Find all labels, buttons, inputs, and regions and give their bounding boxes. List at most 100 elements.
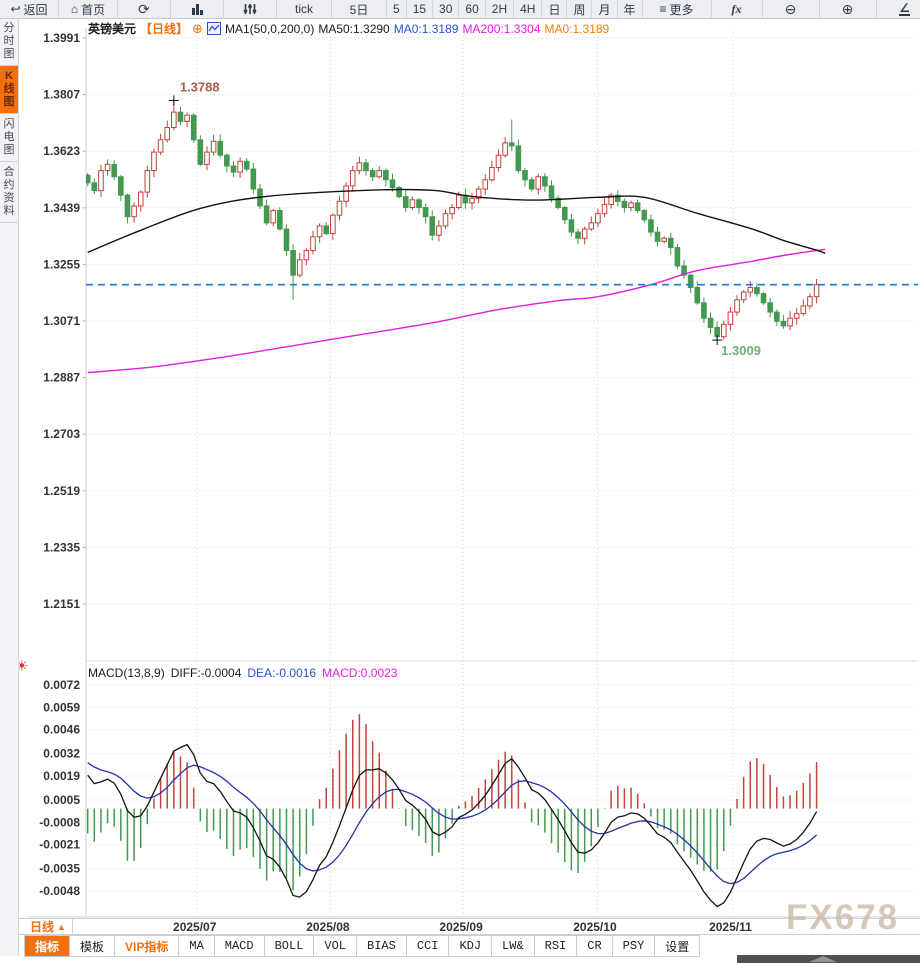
period-4h[interactable]: 4H: [514, 0, 543, 18]
x-axis-label: 2025/07: [173, 920, 217, 934]
refresh-button[interactable]: ⟳: [118, 0, 171, 18]
left-tab-rail: 分时图 K线图 闪电图 合约资料: [0, 18, 19, 956]
home-button[interactable]: ⌂ 首页: [59, 0, 118, 18]
period-day[interactable]: 日: [542, 0, 568, 18]
period-label: 【日线】: [140, 22, 189, 36]
draw-line-button[interactable]: ∠: [877, 0, 920, 18]
tab-rsi[interactable]: RSI: [534, 935, 578, 957]
period-month[interactable]: 月: [592, 0, 618, 18]
zoom-in-icon: ⊕: [841, 1, 854, 17]
svg-text:1.3788: 1.3788: [180, 79, 220, 94]
svg-text:1.2887: 1.2887: [43, 371, 80, 385]
svg-text:0.0059: 0.0059: [43, 700, 80, 714]
tab-templates[interactable]: 模板: [70, 935, 116, 957]
tab-lightning-chart[interactable]: 闪电图: [0, 114, 18, 162]
top-toolbar: ↩ 返回 ⌂ 首页 ⟳ tick 5日 5 15 30 60 2H 4H 日 周 月…: [0, 0, 920, 19]
x-axis-label: 2025/11: [709, 920, 752, 934]
svg-text:0.0072: 0.0072: [43, 678, 80, 692]
chevron-up-icon: ▲: [57, 921, 66, 932]
draw-line-icon: ∠: [899, 1, 910, 16]
svg-text:1.3009: 1.3009: [721, 343, 761, 358]
tab-vol[interactable]: VOL: [314, 935, 358, 957]
period-5d[interactable]: 5日: [332, 0, 387, 18]
svg-text:-0.0008: -0.0008: [39, 815, 80, 829]
svg-text:1.2335: 1.2335: [43, 540, 80, 554]
tab-kline-chart[interactable]: K线图: [0, 66, 18, 114]
panel-collapse-handle[interactable]: [737, 955, 920, 963]
svg-text:0.0019: 0.0019: [43, 769, 80, 783]
bar-chart-icon: [191, 4, 203, 15]
period-year[interactable]: 年: [618, 0, 643, 18]
more-button[interactable]: ≡ 更多: [643, 0, 712, 18]
period-60m[interactable]: 60: [459, 0, 486, 18]
tab-boll[interactable]: BOLL: [264, 935, 315, 957]
svg-text:1.3623: 1.3623: [43, 144, 80, 158]
svg-text:0.0032: 0.0032: [43, 747, 80, 761]
svg-text:1.3071: 1.3071: [43, 314, 80, 328]
tab-contract-info[interactable]: 合约资料: [0, 162, 18, 223]
zoom-in-button[interactable]: ⊕: [820, 0, 877, 18]
tab-vip-indicators[interactable]: VIP指标: [115, 935, 180, 957]
tab-lw[interactable]: LW&: [492, 935, 535, 957]
menu-icon: ≡: [659, 2, 667, 16]
svg-text:1.2703: 1.2703: [43, 427, 80, 441]
svg-text:-0.0021: -0.0021: [39, 838, 80, 852]
svg-text:1.3439: 1.3439: [43, 201, 80, 215]
home-icon: ⌂: [70, 2, 79, 16]
zoom-out-icon: ⊖: [784, 1, 797, 17]
back-button[interactable]: ↩ 返回: [0, 0, 59, 18]
x-axis-label: 2025/10: [573, 920, 617, 934]
tab-kdj[interactable]: KDJ: [449, 935, 493, 957]
tab-cci[interactable]: CCI: [406, 935, 450, 957]
tab-psy[interactable]: PSY: [612, 935, 656, 957]
period-week[interactable]: 周: [567, 0, 593, 18]
sliders-icon: [243, 4, 257, 14]
add-indicator-icon[interactable]: ⊕: [192, 21, 203, 36]
indicator-toolbar: 指标 模板 VIP指标 MA MACD BOLL VOL BIAS CCI KD…: [0, 934, 920, 957]
diff-value: DIFF:-0.0004: [170, 666, 242, 680]
zoom-out-button[interactable]: ⊖: [763, 0, 820, 18]
ma0-blue-value: MA0:1.3189: [393, 22, 459, 36]
macd-formula: MACD(13,8,9): [88, 666, 165, 680]
svg-text:1.3991: 1.3991: [43, 31, 80, 45]
ma200-value: MA200:1.3304: [462, 22, 541, 36]
svg-text:0.0046: 0.0046: [43, 723, 80, 737]
macd-value: MACD:0.0023: [322, 666, 398, 680]
period-selector[interactable]: 日线 ▲: [24, 919, 73, 934]
chart-type-button[interactable]: [171, 0, 224, 18]
line-chart-icon: [206, 22, 221, 35]
x-axis-strip: 日线 ▲ 2025/07 2025/08 2025/09 2025/10 2025/11: [0, 918, 920, 935]
tab-macd[interactable]: MACD: [214, 935, 265, 957]
refresh-icon: ⟳: [138, 1, 150, 17]
tab-indicators[interactable]: 指标: [24, 935, 71, 957]
svg-text:1.3255: 1.3255: [43, 257, 80, 271]
symbol-name: 英镑美元: [88, 22, 137, 36]
tab-time-chart[interactable]: 分时图: [0, 18, 18, 66]
period-tick[interactable]: tick: [277, 0, 332, 18]
x-axis-label: 2025/08: [306, 920, 350, 934]
period-15m[interactable]: 15: [407, 0, 434, 18]
svg-text:1.2151: 1.2151: [43, 597, 80, 611]
volume-button[interactable]: [224, 0, 277, 18]
period-2h[interactable]: 2H: [486, 0, 515, 18]
main-chart-legend: 英镑美元 【日线】 ⊕ MA1(50,0,200,0) MA50:1.3290 MA0:1…: [88, 20, 613, 37]
dea-value: DEA:-0.0016: [247, 666, 317, 680]
svg-text:0.0005: 0.0005: [43, 793, 80, 807]
period-5m[interactable]: 5: [387, 0, 407, 18]
period-30m[interactable]: 30: [433, 0, 460, 18]
tab-cr[interactable]: CR: [577, 935, 613, 957]
svg-text:-0.0035: -0.0035: [39, 862, 80, 876]
ma0-orange-value: MA0:1.3189: [544, 22, 610, 36]
svg-text:1.3807: 1.3807: [43, 88, 80, 102]
tab-ma[interactable]: MA: [179, 935, 215, 957]
svg-text:-0.0048: -0.0048: [39, 884, 80, 898]
ma-formula: MA1(50,0,200,0): [224, 22, 315, 36]
tab-bias[interactable]: BIAS: [357, 935, 407, 957]
macd-legend: MACD(13,8,9) DIFF:-0.0004 DEA:-0.0016 MACD:…: [88, 666, 403, 680]
svg-text:1.2519: 1.2519: [43, 484, 80, 498]
fx-indicator-button[interactable]: fx: [712, 0, 763, 18]
tab-settings[interactable]: 设置: [655, 935, 701, 957]
ma50-value: MA50:1.3290: [318, 22, 390, 36]
